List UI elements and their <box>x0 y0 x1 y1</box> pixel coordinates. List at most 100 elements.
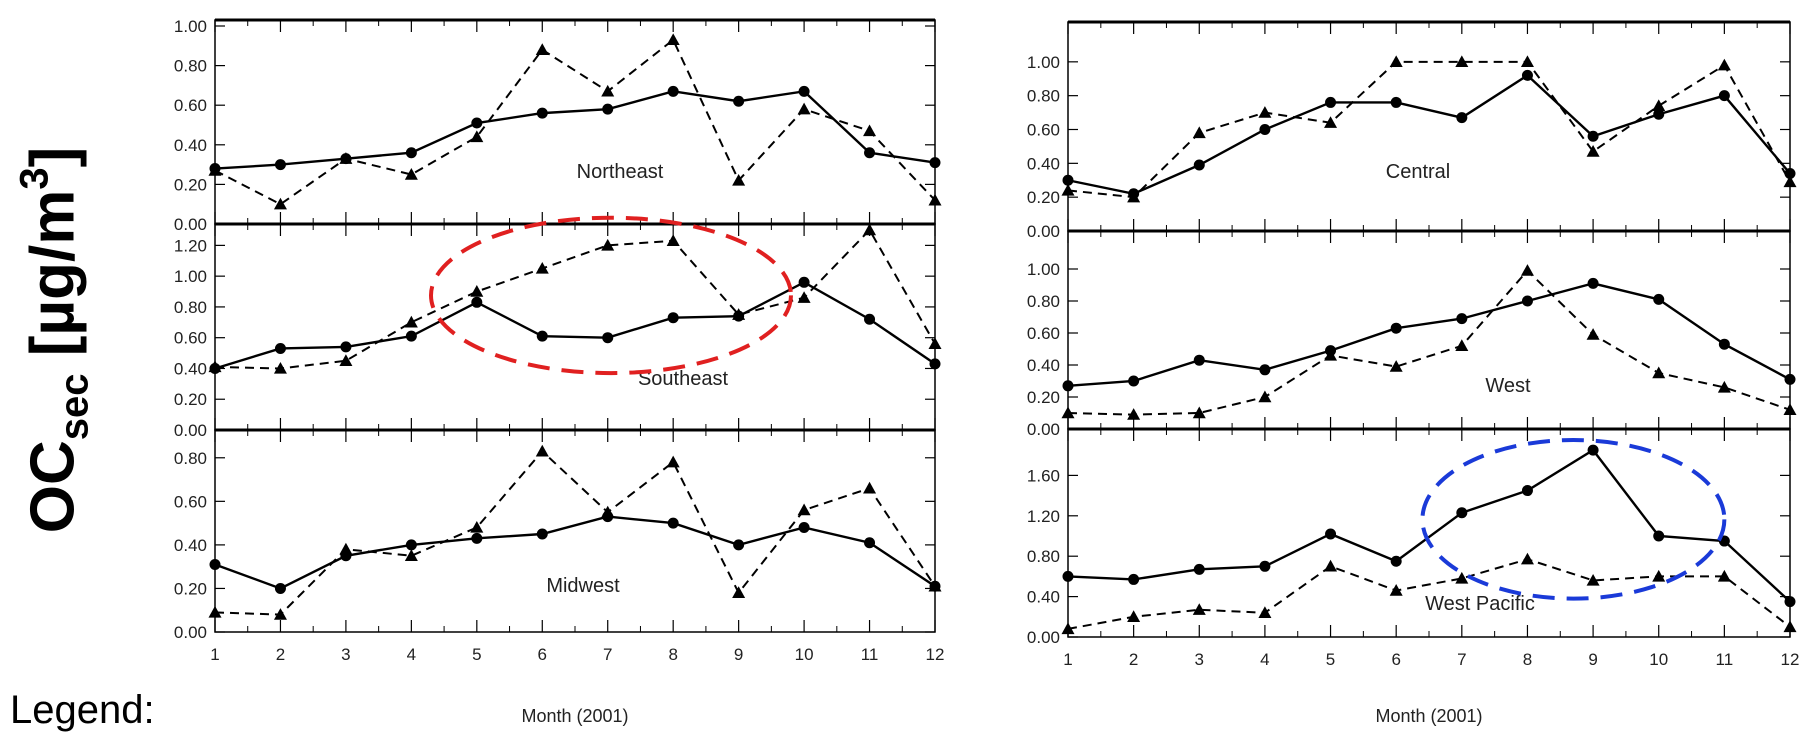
x-tick-label: 11 <box>861 645 879 664</box>
region-label: West <box>1485 375 1531 397</box>
data-point-circle <box>1587 130 1599 142</box>
data-point-circle <box>1718 90 1730 102</box>
data-point-circle <box>1587 444 1599 456</box>
data-point-triangle <box>470 285 484 297</box>
data-point-circle <box>536 330 548 342</box>
data-point-triangle <box>1520 264 1534 276</box>
x-tick-label: 2 <box>276 645 285 664</box>
x-tick-label: 1 <box>1063 650 1072 669</box>
data-point-triangle <box>470 520 484 533</box>
data-point-triangle <box>273 197 287 210</box>
data-point-triangle <box>732 173 746 186</box>
data-point-circle <box>1456 507 1468 519</box>
data-point-triangle <box>339 542 353 555</box>
data-point-triangle <box>1586 328 1600 340</box>
data-point-circle <box>864 537 876 549</box>
x-tick-label: 3 <box>1195 650 1204 669</box>
data-point-circle <box>1259 364 1271 376</box>
data-point-triangle <box>1192 603 1206 615</box>
x-tick-label: 8 <box>1523 650 1532 669</box>
data-point-circle <box>1784 167 1796 179</box>
data-point-triangle <box>1258 606 1272 618</box>
series-line-dashed <box>1067 269 1791 416</box>
y-tick-label: 0.80 <box>174 449 207 468</box>
data-point-triangle <box>797 102 811 115</box>
y-tick-label: 0.60 <box>174 96 207 115</box>
y-tick-label: 0.80 <box>174 298 207 317</box>
data-point-triangle <box>1127 190 1141 203</box>
data-point-circle <box>471 296 483 308</box>
x-tick-label: 4 <box>1260 650 1269 669</box>
data-point-circle <box>602 332 614 344</box>
data-point-triangle <box>1783 175 1797 188</box>
y-tick-label: 0.80 <box>1027 292 1060 311</box>
data-point-triangle <box>1652 569 1666 582</box>
y-tick-label: 0.40 <box>174 136 207 155</box>
data-point-triangle <box>601 238 615 251</box>
data-point-circle <box>1653 530 1665 542</box>
y-tick-label: 1.00 <box>174 267 207 286</box>
data-point-circle <box>1521 69 1533 81</box>
data-point-triangle <box>928 337 942 350</box>
data-point-circle <box>929 358 941 370</box>
data-point-triangle <box>208 360 222 373</box>
data-point-triangle <box>863 223 877 236</box>
region-label: Midwest <box>546 575 620 597</box>
data-point-triangle <box>1783 403 1797 415</box>
data-point-circle <box>1128 375 1140 387</box>
region-label: Northeast <box>577 161 664 183</box>
y-tick-label: 0.40 <box>174 536 207 555</box>
data-point-circle <box>1521 485 1533 497</box>
data-point-circle <box>1653 293 1665 305</box>
data-point-circle <box>1193 354 1205 366</box>
data-point-triangle <box>1127 408 1141 420</box>
series-line-solid <box>1067 73 1791 196</box>
data-point-circle <box>1784 596 1796 608</box>
data-point-triangle <box>1192 406 1206 419</box>
data-point-triangle <box>339 354 353 366</box>
x-tick-label: 5 <box>1326 650 1335 669</box>
y-tick-label: 0.00 <box>174 421 207 440</box>
x-tick-label: 7 <box>1457 650 1466 669</box>
x-tick-label: 10 <box>1649 650 1668 669</box>
data-point-triangle <box>339 152 353 164</box>
data-point-triangle <box>1389 55 1403 68</box>
series-line-dashed <box>1067 558 1791 630</box>
data-point-circle <box>733 95 745 107</box>
x-tick-label: 1 <box>210 645 219 664</box>
x-tick-label: 3 <box>341 645 350 664</box>
data-point-triangle <box>208 164 222 176</box>
data-point-triangle <box>470 130 484 143</box>
y-tick-label: 0.80 <box>174 57 207 76</box>
data-point-triangle <box>273 361 287 374</box>
y-tick-label: 1.00 <box>174 17 207 36</box>
x-axis-title: Month (2001) <box>1375 706 1482 726</box>
data-point-circle <box>1325 96 1337 108</box>
y-tick-label: 0.20 <box>174 390 207 409</box>
y-tick-label: 0.40 <box>1027 154 1060 173</box>
x-tick-label: 12 <box>926 645 945 664</box>
data-point-triangle <box>535 261 549 274</box>
data-point-circle <box>1718 338 1730 350</box>
data-point-circle <box>1390 555 1402 567</box>
y-tick-label: 0.20 <box>1027 388 1060 407</box>
y-tick-label: 0.20 <box>174 175 207 194</box>
data-point-circle <box>798 85 810 97</box>
series-line-solid <box>1067 282 1791 387</box>
data-point-triangle <box>601 505 615 518</box>
data-point-circle <box>1456 313 1468 325</box>
y-tick-label: 0.00 <box>1027 420 1060 439</box>
data-point-triangle <box>404 168 418 180</box>
data-point-circle <box>1390 322 1402 334</box>
data-point-circle <box>667 312 679 324</box>
data-point-triangle <box>1586 573 1600 586</box>
x-tick-label: 12 <box>1781 650 1800 669</box>
data-point-circle <box>864 147 876 159</box>
data-point-circle <box>405 147 417 159</box>
data-point-circle <box>667 85 679 97</box>
data-point-triangle <box>1586 144 1600 157</box>
data-point-triangle <box>1192 126 1206 139</box>
data-point-triangle <box>601 84 615 97</box>
